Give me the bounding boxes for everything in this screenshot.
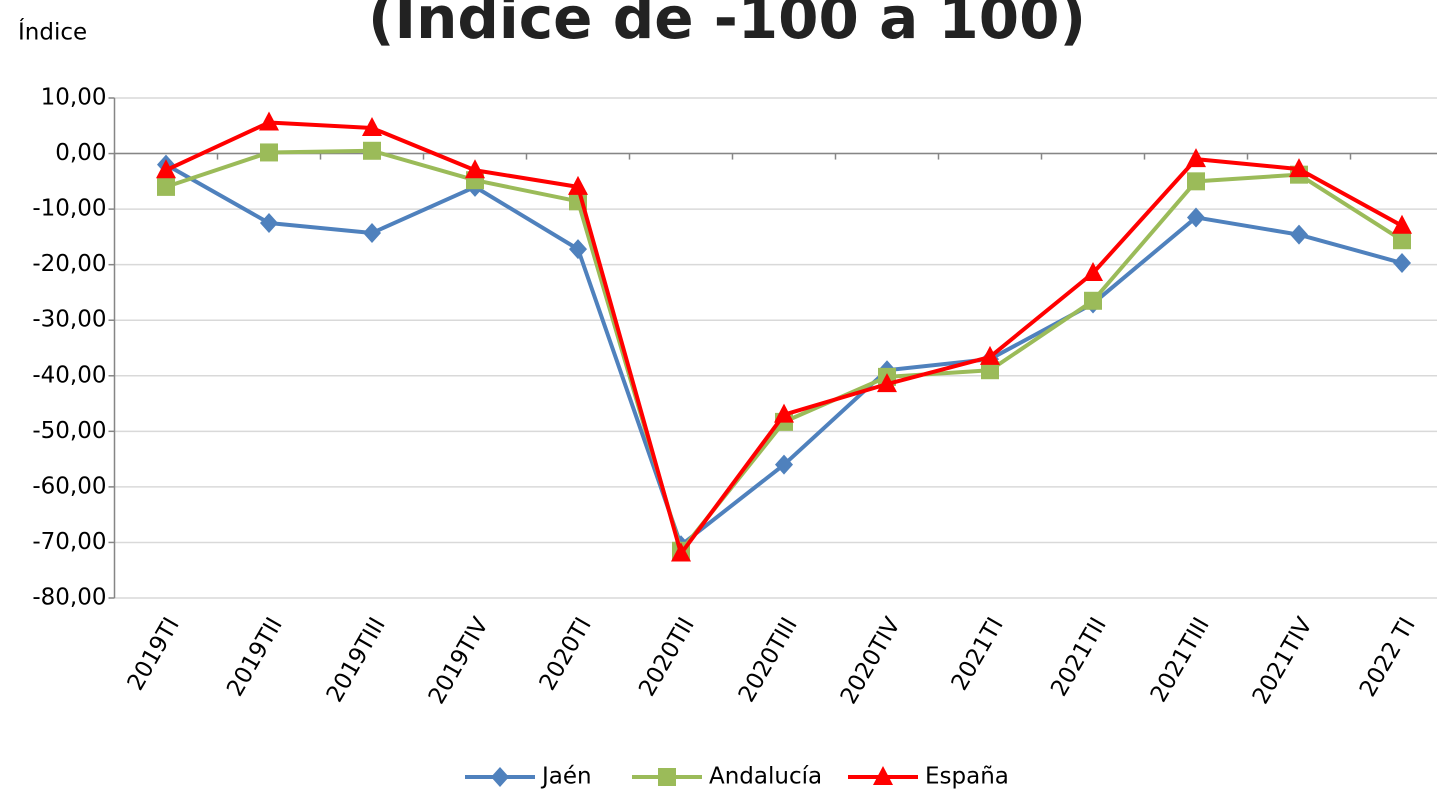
x-tick-label: 2021TII [1046,613,1112,701]
data-point [259,111,279,131]
x-tick-label: 2019TIII [322,613,391,706]
x-tick-label: 2019TIV [424,613,494,709]
data-point [774,403,794,423]
legend-label: España [925,764,1009,790]
x-tick-label: 2021TIII [1146,613,1215,706]
y-tick-label: -30,00 [32,307,106,333]
x-tick-label: 2021TI [947,613,1009,695]
data-point [363,141,381,160]
data-point [671,542,691,562]
y-tick-label: -50,00 [32,418,106,444]
data-point [1289,158,1309,178]
data-point [362,117,382,136]
data-point [1187,172,1205,191]
data-point [568,175,588,195]
legend-marker [491,767,509,787]
y-tick-label: -80,00 [32,585,106,611]
x-tick-label: 2020TI [535,613,597,695]
data-point [1187,207,1205,228]
legend-item: Jaén [465,764,592,790]
x-tick-label: 2020TII [634,613,700,701]
data-point [981,361,999,380]
data-point [877,373,897,393]
data-point [1084,291,1102,310]
data-point [1083,262,1103,281]
series-line [165,120,1403,556]
legend-item: Andalucía [632,764,822,790]
chart-title: (Índice de -100 a 100) [368,0,1086,52]
data-point [1393,253,1411,273]
data-point [980,345,1000,365]
data-point [775,454,793,475]
data-point [465,159,485,179]
y-tick-label: -20,00 [32,251,106,277]
y-tick-label: 10,00 [41,85,107,111]
data-point [260,213,278,233]
data-point [157,177,175,196]
data-point [569,239,587,260]
x-tick-label: 2019TII [222,613,288,701]
legend-marker [873,766,893,785]
data-point [260,143,278,162]
y-tick-label: 0,00 [55,140,106,166]
data-point [1392,214,1412,234]
y-tick-label: -10,00 [32,196,106,222]
legend-marker [658,768,676,786]
x-tick-label: 2020TIII [734,613,803,706]
y-tick-label: -60,00 [32,473,106,499]
x-tick-label: 2022 TI [1355,613,1421,701]
data-point [156,159,176,179]
data-point [363,223,381,243]
series-line [165,162,1403,548]
legend-item: España [848,764,1009,790]
x-tick-label: 2019TI [123,613,185,695]
data-point [1393,231,1411,250]
legend-label: Jaén [540,764,592,790]
y-tick-label: -70,00 [32,529,106,555]
data-point [1186,148,1206,168]
x-tick-label: 2020TIV [836,613,906,709]
y-axis-label: Índice [18,18,87,46]
series-line [165,148,1404,553]
legend-label: Andalucía [709,764,822,790]
data-point [1290,224,1308,245]
y-tick-label: -40,00 [32,362,106,388]
x-tick-label: 2021TIV [1248,613,1318,709]
